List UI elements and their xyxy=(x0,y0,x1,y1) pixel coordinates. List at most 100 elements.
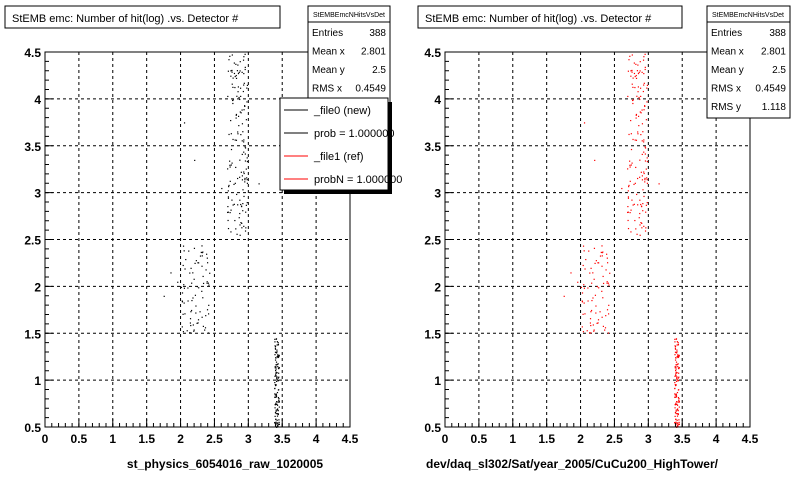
right-data-point xyxy=(632,77,634,79)
left-data-point xyxy=(233,203,235,205)
right-data-point xyxy=(675,394,677,396)
left-data-point xyxy=(244,68,246,71)
left-data-point xyxy=(201,316,203,318)
right-data-point xyxy=(645,168,647,170)
left-data-point xyxy=(274,396,276,399)
left-data-point xyxy=(278,354,280,356)
right-data-point xyxy=(627,219,629,222)
right-data-point xyxy=(674,351,677,353)
right-data-point xyxy=(637,91,639,93)
right-data-point xyxy=(675,366,677,368)
right-data-point xyxy=(593,247,596,249)
right-stats-value: 0.4549 xyxy=(755,84,786,95)
left-data-point xyxy=(227,227,230,230)
left-data-point xyxy=(237,91,239,93)
right-data-point xyxy=(676,363,678,365)
right-data-point xyxy=(627,205,629,208)
right-data-point xyxy=(646,157,648,159)
left-data-point xyxy=(275,393,277,395)
right-data-point xyxy=(633,62,635,64)
right-data-point xyxy=(631,54,633,56)
right-data-point xyxy=(675,409,677,411)
left-data-point xyxy=(235,74,237,77)
right-data-point xyxy=(621,187,623,190)
right-data-point xyxy=(628,133,630,136)
left-data-point xyxy=(201,245,203,247)
left-data-point xyxy=(275,402,277,404)
left-data-point xyxy=(229,160,231,162)
right-data-point xyxy=(677,377,680,379)
left-data-point xyxy=(278,406,280,408)
right-data-point xyxy=(677,356,679,359)
left-data-point xyxy=(237,64,239,66)
right-data-point xyxy=(629,55,631,57)
left-data-point xyxy=(275,403,277,406)
right-data-point xyxy=(629,180,631,182)
right-data-point xyxy=(588,250,590,252)
right-data-point xyxy=(583,302,585,304)
right-data-point xyxy=(607,313,610,315)
left-data-point xyxy=(236,177,239,180)
right-data-point xyxy=(678,367,681,369)
right-data-point xyxy=(593,330,595,332)
right-data-point xyxy=(675,374,677,376)
left-data-point xyxy=(278,376,280,378)
right-data-point xyxy=(635,63,637,65)
right-data-point xyxy=(640,95,642,98)
left-data-point xyxy=(237,115,240,117)
right-data-point xyxy=(676,422,678,424)
left-data-point xyxy=(241,71,243,73)
right-data-point xyxy=(676,391,679,394)
right-data-point xyxy=(677,424,679,427)
right-data-point xyxy=(602,275,604,278)
right-data-point xyxy=(639,70,641,72)
right-data-point xyxy=(635,166,637,169)
left-data-point xyxy=(193,329,195,331)
left-data-point xyxy=(275,364,277,366)
left-data-point xyxy=(246,182,249,184)
left-y-tick-label: 4.5 xyxy=(24,46,41,60)
right-data-point xyxy=(678,419,680,421)
left-data-point xyxy=(239,159,241,161)
left-data-point xyxy=(181,326,183,328)
left-data-point xyxy=(230,75,232,77)
left-data-point xyxy=(278,421,280,424)
right-data-point xyxy=(675,352,677,354)
right-data-point xyxy=(592,272,594,274)
left-data-point xyxy=(244,179,246,181)
left-data-point xyxy=(275,352,277,354)
left-data-point xyxy=(243,73,245,75)
right-data-point xyxy=(639,212,641,215)
left-data-point xyxy=(278,397,280,400)
left-data-point xyxy=(274,382,276,384)
right-data-point xyxy=(570,272,572,274)
right-data-point xyxy=(597,262,599,264)
left-stats-label: Mean x xyxy=(312,47,345,58)
right-data-point xyxy=(639,234,641,236)
right-data-point xyxy=(678,401,680,403)
left-data-point xyxy=(239,111,241,113)
right-data-point xyxy=(596,322,598,324)
left-data-point xyxy=(190,332,192,334)
right-data-point xyxy=(643,195,645,198)
left-data-point xyxy=(258,183,260,185)
left-data-point xyxy=(276,419,278,421)
left-data-point xyxy=(236,193,238,196)
right-data-point xyxy=(676,401,678,403)
left-data-point xyxy=(275,357,277,359)
left-data-point xyxy=(239,234,241,236)
right-x-ticks: 0 0.5 1 1.5 2 2.5 3 3.5 4 4.5 xyxy=(442,419,759,446)
left-data-point xyxy=(277,423,279,425)
right-data-point xyxy=(638,96,640,99)
right-data-point xyxy=(637,131,639,133)
right-data-point xyxy=(676,377,678,379)
right-y-tick-label: 0.5 xyxy=(424,421,441,435)
right-data-point xyxy=(674,404,676,406)
right-data-point xyxy=(637,133,639,135)
left-data-point xyxy=(230,119,232,122)
right-data-point xyxy=(640,134,642,136)
left-data-point xyxy=(276,344,278,346)
right-data-point xyxy=(674,338,676,340)
left-data-point xyxy=(278,367,281,369)
right-data-point xyxy=(676,413,678,415)
